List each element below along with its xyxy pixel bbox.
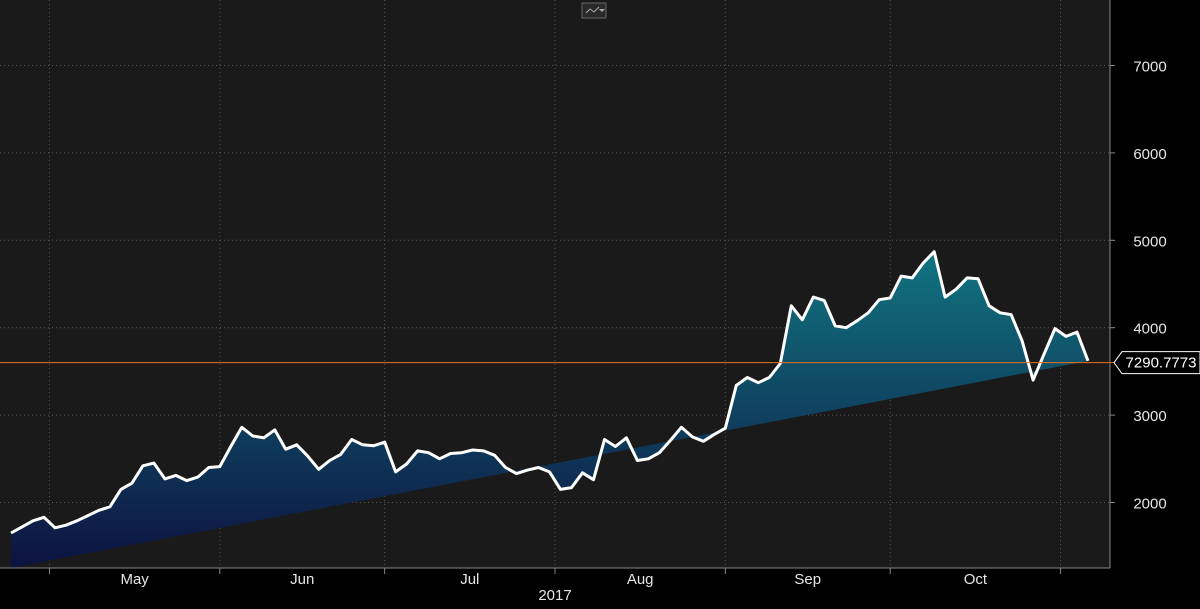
price-line	[10, 250, 1090, 535]
y-tick-label: 2000	[1133, 495, 1166, 512]
y-tick-label: 4000	[1133, 321, 1166, 338]
x-axis-year-label: 2017	[538, 587, 571, 604]
y-tick-label: 5000	[1133, 233, 1166, 250]
last-value-marker: 7290.7773	[0, 351, 1200, 375]
last-value-label: 7290.7773	[1126, 355, 1197, 372]
x-tick-label: Aug	[627, 571, 654, 588]
y-tick-label: 3000	[1133, 408, 1166, 425]
chart-type-control[interactable]	[581, 2, 607, 19]
line-chart-icon	[585, 6, 600, 14]
y-tick-label: 7000	[1133, 59, 1166, 76]
chevron-down-icon	[599, 9, 605, 12]
last-value-badge	[1113, 351, 1200, 375]
chart-type-button[interactable]	[581, 2, 607, 19]
x-tick-label: Sep	[794, 571, 821, 588]
x-tick-label: May	[120, 571, 149, 588]
y-axis-ticks: 2000 3000 4000 5000 6000 7000	[1110, 59, 1167, 512]
x-tick-label: Jun	[290, 571, 314, 588]
x-tick-label: Jul	[460, 571, 479, 588]
area-fill	[11, 251, 1088, 568]
x-axis-ticks: May Jun Jul Aug Sep Oct	[48, 568, 1062, 588]
y-tick-label: 6000	[1133, 146, 1166, 163]
x-tick-label: Oct	[964, 571, 988, 588]
